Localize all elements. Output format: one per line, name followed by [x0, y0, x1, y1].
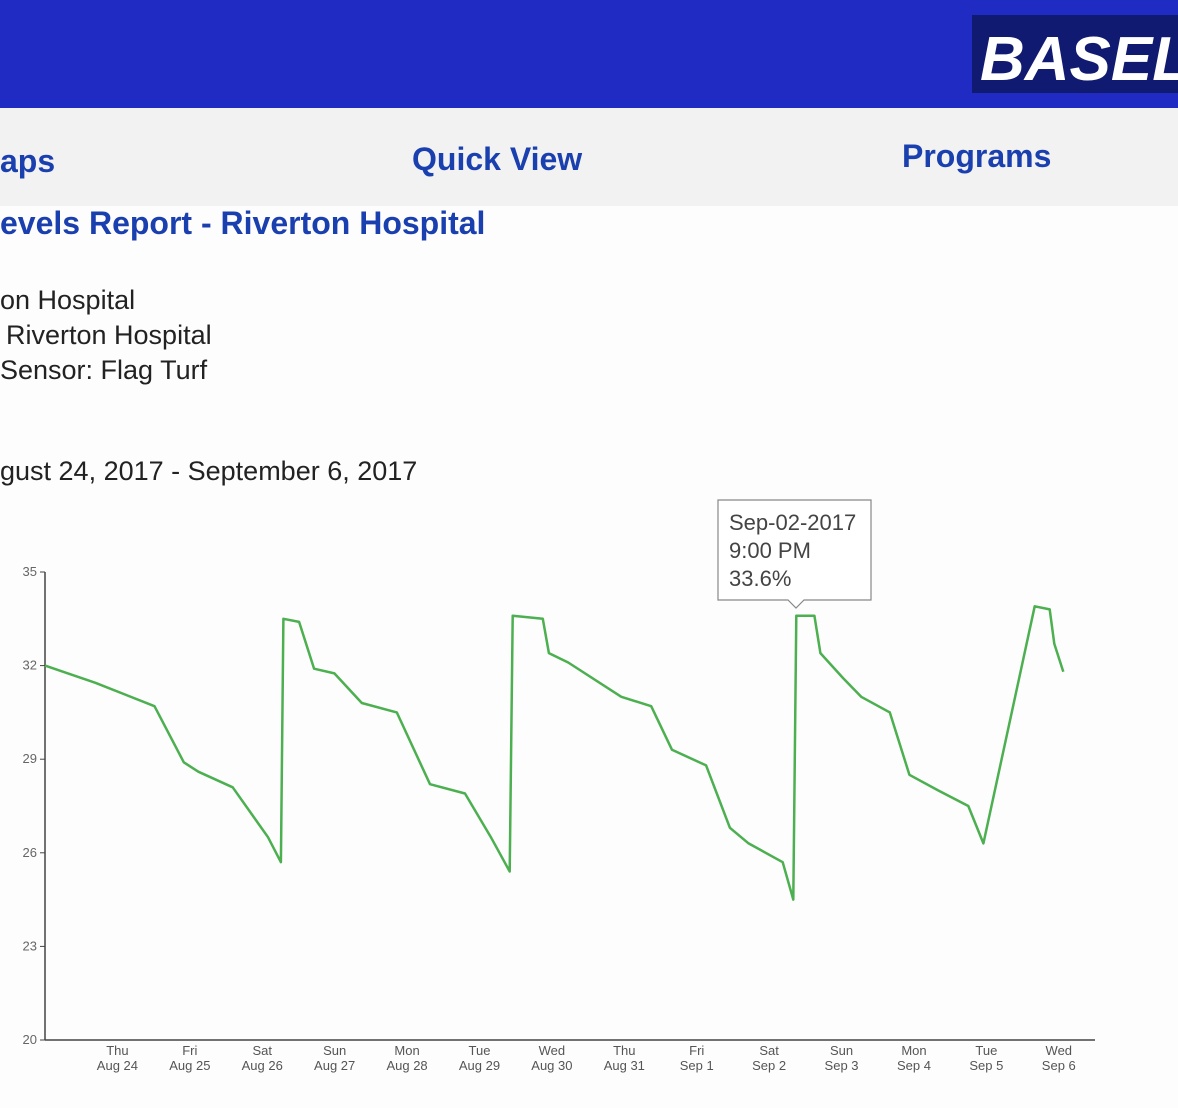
x-tick-label: Aug 28 — [386, 1058, 427, 1073]
tooltip: Sep-02-2017 9:00 PM 33.6% — [717, 499, 872, 609]
x-tick-weekday: Sun — [830, 1043, 853, 1058]
y-tick-label: 29 — [23, 751, 37, 766]
x-tick-weekday: Fri — [689, 1043, 704, 1058]
report-title: evels Report - Riverton Hospital — [0, 205, 485, 241]
x-tick-weekday: Tue — [469, 1043, 491, 1058]
x-tick-weekday: Tue — [975, 1043, 997, 1058]
tooltip-box — [717, 499, 872, 609]
x-tick-label: Aug 31 — [604, 1058, 645, 1073]
nav-bar — [0, 108, 1178, 206]
data-line — [44, 605, 1065, 901]
x-tick-label: Aug 24 — [97, 1058, 138, 1073]
nav-link[interactable]: Quick View — [412, 141, 582, 177]
x-tick-weekday: Mon — [901, 1043, 926, 1058]
x-tick-weekday: Wed — [539, 1043, 566, 1058]
info-line: Sensor: Flag Turf — [0, 355, 208, 385]
x-tick-label: Aug 25 — [169, 1058, 210, 1073]
x-tick-label: Sep 1 — [680, 1058, 714, 1073]
x-tick-weekday: Mon — [394, 1043, 419, 1058]
x-tick-weekday: Sat — [759, 1043, 779, 1058]
tooltip-time: 9:00 PM — [729, 538, 811, 563]
x-tick-label: Sep 2 — [752, 1058, 786, 1073]
x-tick-label: Sep 3 — [825, 1058, 859, 1073]
x-tick-label: Aug 27 — [314, 1058, 355, 1073]
x-tick-label: Aug 29 — [459, 1058, 500, 1073]
x-tick-label: Aug 26 — [242, 1058, 283, 1073]
x-tick-weekday: Thu — [613, 1043, 635, 1058]
logo-bg — [972, 15, 1178, 93]
y-tick-label: 32 — [23, 658, 37, 673]
tooltip-date: Sep-02-2017 — [729, 510, 856, 535]
nav-link[interactable]: aps — [0, 143, 55, 179]
x-tick-weekday: Sat — [252, 1043, 272, 1058]
x-tick-weekday: Wed — [1046, 1043, 1073, 1058]
y-tick-label: 23 — [23, 938, 37, 953]
info-line: Riverton Hospital — [6, 320, 212, 350]
x-tick-label: Sep 5 — [969, 1058, 1003, 1073]
y-tick-label: 35 — [23, 564, 37, 579]
x-tick-label: Sep 4 — [897, 1058, 931, 1073]
info-line: on Hospital — [0, 285, 135, 315]
tooltip-value: 33.6% — [729, 566, 791, 591]
x-tick-label: Aug 30 — [531, 1058, 572, 1073]
x-tick-label: Sep 6 — [1042, 1058, 1076, 1073]
y-tick-label: 26 — [23, 845, 37, 860]
logo: BASEL — [980, 25, 1178, 94]
x-tick-weekday: Fri — [182, 1043, 197, 1058]
date-range: gust 24, 2017 - September 6, 2017 — [0, 456, 417, 486]
x-tick-weekday: Sun — [323, 1043, 346, 1058]
y-tick-label: 20 — [23, 1032, 37, 1047]
nav-link[interactable]: Programs — [902, 138, 1051, 174]
x-tick-weekday: Thu — [106, 1043, 128, 1058]
